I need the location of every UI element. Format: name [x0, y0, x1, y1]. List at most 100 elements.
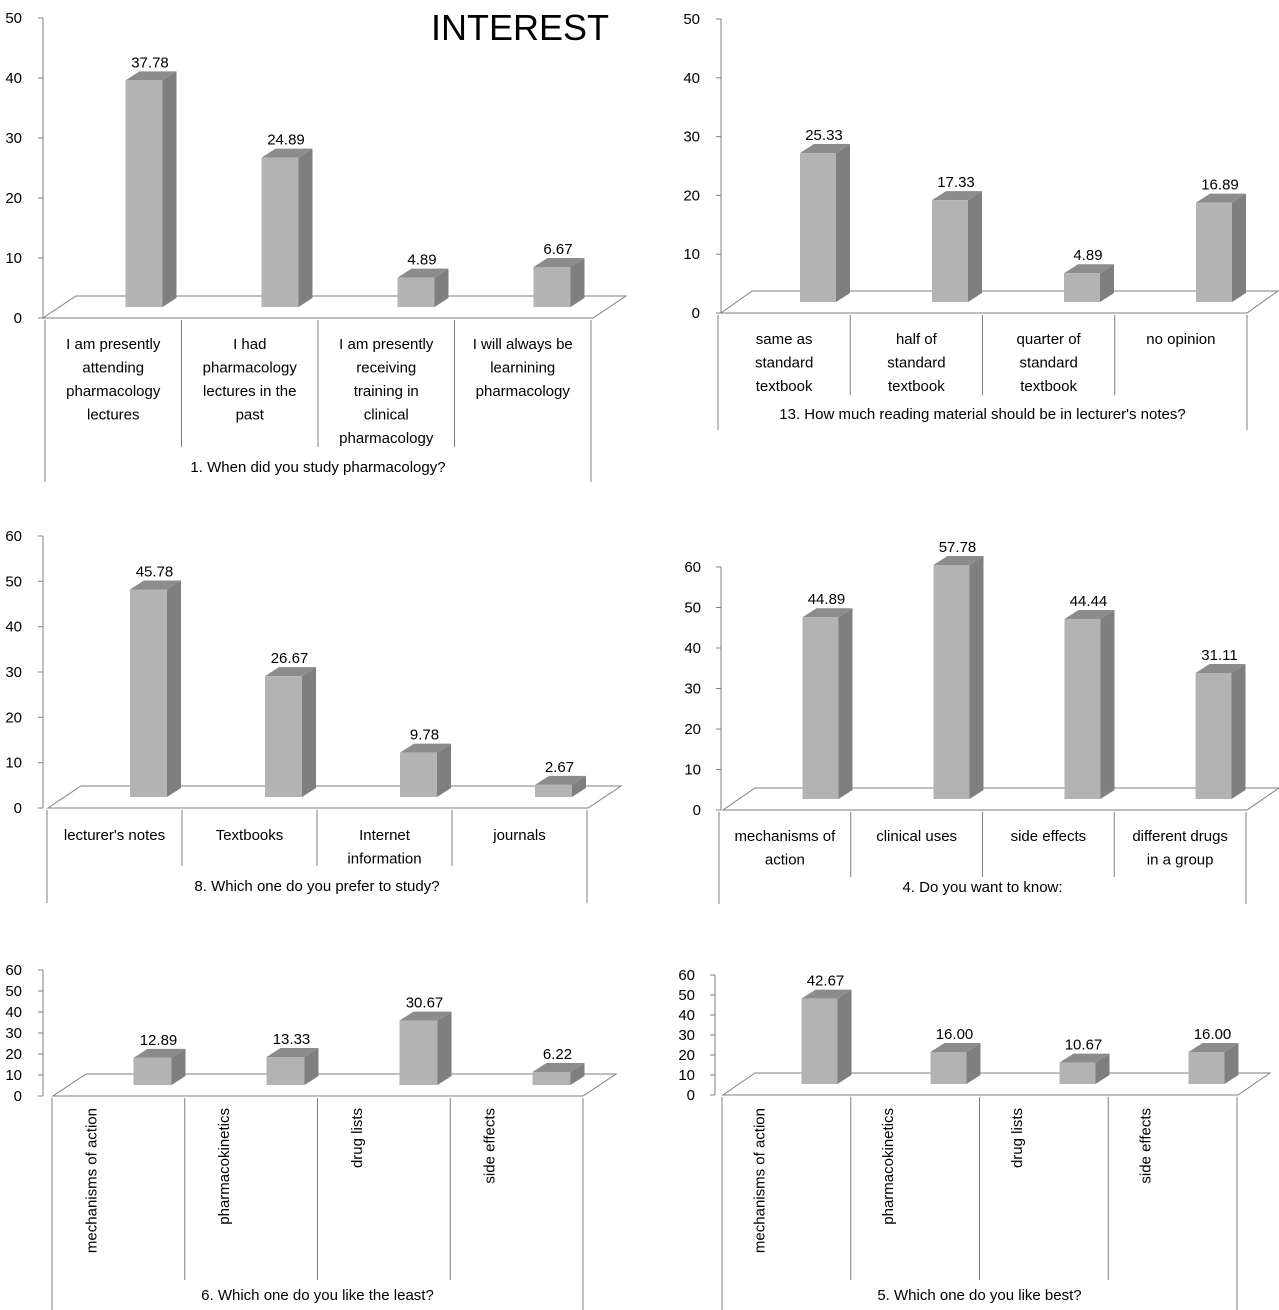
bar-top — [800, 144, 850, 154]
bar-front — [1064, 273, 1100, 302]
bar-top — [1064, 610, 1115, 620]
category-label: same as — [756, 331, 813, 348]
bar-side — [304, 1048, 319, 1085]
bar-side — [838, 608, 853, 799]
category-label: clinical uses — [876, 828, 957, 845]
bar-top — [802, 608, 853, 618]
category-label: Textbooks — [216, 827, 284, 844]
bar — [802, 608, 853, 799]
bar-front — [1064, 619, 1101, 799]
chart-6: 0 10 20 30 40 50 60 42.67 16.00 10.67 16.00 mechani… — [678, 967, 1272, 1310]
y-tick-label: 20 — [683, 187, 700, 204]
bar — [1195, 664, 1246, 799]
category-label: I am presently — [339, 336, 434, 353]
y-tick-label: 20 — [5, 190, 22, 207]
chart-2: 0 10 20 30 40 50 25.33 17.33 4.89 16.89 same as sta… — [683, 11, 1279, 430]
bar-front — [265, 676, 302, 797]
category-label: lectures — [87, 407, 140, 424]
bar-front — [535, 784, 572, 797]
y-tick-label: 50 — [678, 987, 695, 1004]
category-label: standard — [755, 355, 813, 372]
bar-front — [1196, 202, 1232, 302]
bar-top — [400, 743, 451, 753]
data-label: 12.89 — [140, 1032, 178, 1049]
bar-top — [133, 1048, 186, 1058]
bar-front — [532, 1071, 571, 1085]
bar-top — [1196, 193, 1246, 203]
y-tick-label: 0 — [687, 1087, 695, 1104]
bar — [801, 989, 852, 1084]
data-label: 16.00 — [1194, 1026, 1232, 1043]
category-label: no opinion — [1146, 331, 1215, 348]
data-label: 16.89 — [1201, 177, 1239, 194]
y-tick-label: 10 — [683, 246, 700, 263]
data-label: 44.89 — [808, 591, 846, 608]
data-label: 42.67 — [807, 973, 845, 990]
bar-front — [801, 998, 838, 1084]
category-label: clinical — [364, 407, 409, 424]
data-label: 6.22 — [543, 1046, 572, 1063]
category-label: pharmacokinetics — [880, 1108, 897, 1225]
category-label: mechanisms of action — [83, 1108, 100, 1253]
category-label: pharmacology — [339, 430, 434, 447]
category-label: past — [236, 407, 265, 424]
bar — [533, 257, 585, 307]
bar-front — [930, 1052, 967, 1084]
bar-top — [533, 257, 585, 267]
bar-side — [572, 775, 586, 797]
bar-front — [125, 80, 163, 307]
x-axis-title: 6. Which one do you like the least? — [201, 1287, 434, 1304]
y-tick-label: 0 — [14, 310, 22, 327]
category-label: textbook — [1020, 378, 1077, 395]
y-tick-label: 60 — [5, 962, 22, 979]
category-label: pharmacology — [476, 383, 571, 400]
data-label: 10.67 — [1065, 1037, 1103, 1054]
y-tick-label: 10 — [5, 1067, 22, 1084]
category-label: standard — [1019, 355, 1077, 372]
category-label: half of — [896, 331, 938, 348]
bar-top — [801, 989, 852, 999]
bar-top — [265, 667, 316, 677]
bar-side — [969, 555, 984, 799]
category-label: lecturer's notes — [64, 827, 165, 844]
data-label: 2.67 — [545, 759, 574, 776]
bar — [532, 1062, 585, 1085]
bar-front — [802, 617, 839, 799]
category-label: information — [347, 851, 421, 868]
y-tick-label: 40 — [684, 640, 701, 657]
category-label: I had — [233, 336, 266, 353]
bar — [400, 743, 451, 797]
bar-front — [533, 266, 571, 307]
bar — [1064, 610, 1115, 799]
bar-side — [570, 1062, 585, 1085]
chart-1: 0 10 20 30 40 50 37.78 24.89 4.89 6.67 I am presen… — [5, 10, 628, 482]
bar-side — [836, 144, 850, 302]
category-label: pharmacokinetics — [216, 1108, 233, 1225]
bar-side — [437, 743, 451, 797]
category-label: drug lists — [349, 1108, 366, 1168]
category-label: attending — [82, 360, 144, 377]
y-tick-label: 0 — [14, 1088, 22, 1105]
y-tick-label: 0 — [692, 305, 700, 322]
y-tick-label: 10 — [684, 762, 701, 779]
bar-top — [261, 148, 313, 158]
bar-front — [261, 157, 299, 307]
bar — [265, 667, 316, 797]
y-tick-label: 10 — [678, 1067, 695, 1084]
x-axis-title: 4. Do you want to know: — [902, 879, 1062, 896]
bar — [932, 191, 982, 302]
y-tick-label: 40 — [678, 1007, 695, 1024]
category-label: side effects — [1138, 1108, 1155, 1184]
category-label: mechanisms of action — [751, 1108, 768, 1253]
y-tick-label: 60 — [5, 528, 22, 545]
bar-side — [1231, 664, 1246, 799]
bar-side — [167, 580, 181, 797]
bar-top — [1064, 264, 1114, 274]
bar-top — [930, 1043, 981, 1052]
y-tick-label: 30 — [5, 664, 22, 681]
data-label: 25.33 — [805, 127, 843, 144]
category-label: receiving — [356, 360, 416, 377]
bar-front — [266, 1057, 305, 1085]
bar — [1188, 1043, 1239, 1084]
bar-front — [130, 589, 167, 797]
